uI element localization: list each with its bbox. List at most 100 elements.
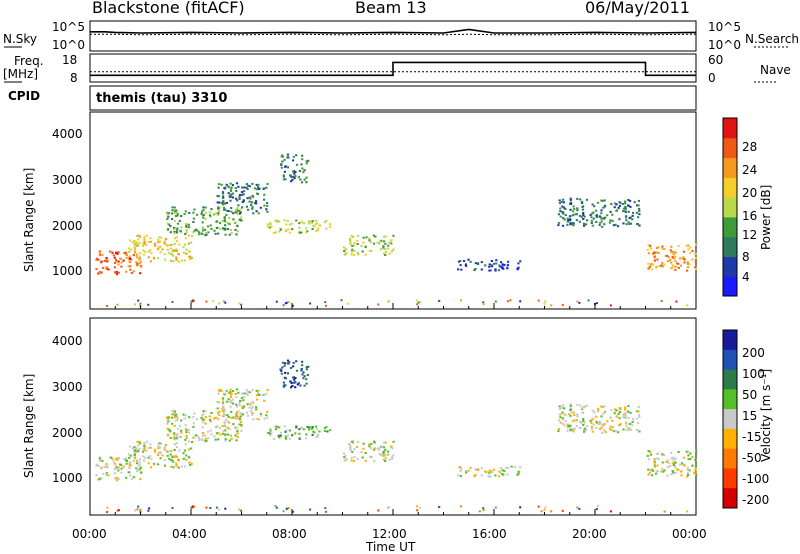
velocity-cell (145, 449, 148, 452)
velocity-cell (305, 378, 308, 381)
power-cell (201, 221, 204, 224)
power-cell (230, 210, 233, 213)
velocity-cell (227, 416, 230, 418)
velocity-cell (171, 416, 174, 419)
velocity-cell (562, 407, 565, 410)
velocity-cell (596, 505, 599, 507)
power-cell (671, 256, 674, 259)
power-cell (564, 214, 567, 217)
velocity-cell (583, 421, 586, 424)
power-cell (138, 241, 141, 244)
velocity-cell (685, 450, 688, 453)
power-cell (202, 216, 205, 219)
power-cell (315, 229, 318, 232)
power-cell (166, 248, 169, 251)
velocity-cell (691, 456, 694, 458)
power-cell (115, 259, 118, 261)
velocity-cell (227, 391, 230, 394)
power-cell (543, 302, 546, 305)
power-cell (624, 202, 627, 205)
power-cell (252, 212, 255, 215)
freq-left-tick-bottom: 8 (70, 71, 78, 85)
velocity-cell (119, 463, 122, 466)
power-cell (682, 256, 685, 259)
power-cell (242, 193, 245, 196)
velocity-cell (590, 418, 594, 421)
velocity-cell (637, 405, 640, 408)
velocity-cell (139, 478, 142, 481)
velocity-cell (344, 454, 347, 457)
power-cell (695, 268, 698, 270)
velocity-cell (258, 393, 261, 396)
power-cell (134, 303, 136, 306)
velocity-cell (198, 436, 201, 439)
velocity-cell (561, 411, 564, 414)
velocity-cell (204, 410, 207, 413)
power-cell (516, 267, 519, 270)
power-cell (241, 206, 244, 209)
velocity-cell (316, 433, 319, 436)
velocity-cell (279, 434, 282, 437)
power-cell (241, 193, 244, 196)
power-cell (171, 250, 174, 253)
xtick-1200: 12:00 (372, 527, 407, 541)
power-cell (595, 214, 598, 217)
velocity-cell (351, 440, 354, 443)
velocity-cell (680, 474, 683, 477)
power-cell (256, 186, 260, 189)
velocity-cell (201, 439, 204, 441)
velocity-cell (570, 411, 573, 414)
velocity-cell (187, 456, 190, 459)
velocity-cell (207, 437, 210, 440)
power-cell (689, 251, 692, 254)
power-cell (226, 221, 229, 224)
power-cell (300, 221, 303, 224)
velocity-cell (241, 405, 244, 408)
power-cell (377, 303, 380, 306)
velocity-cell (220, 407, 223, 410)
power-cell (209, 224, 212, 227)
power-cell (222, 227, 225, 230)
power-cell (169, 253, 173, 256)
velocity-cell (459, 475, 462, 478)
velocity-colorbar-swatch (723, 330, 737, 351)
power-cell (390, 250, 394, 253)
power-cell (376, 241, 379, 244)
power-cell (353, 249, 356, 252)
velocity-cell (194, 434, 197, 437)
velocity-cell (629, 428, 633, 431)
velocity-cell (415, 505, 418, 508)
power-cell (671, 264, 674, 266)
power-cell (482, 303, 485, 306)
velocity-cell (202, 413, 205, 416)
power-cell (569, 198, 572, 201)
power-cell (222, 200, 225, 202)
power-cell (544, 300, 547, 303)
velocity-cell (224, 408, 227, 411)
velocity-cell (625, 429, 628, 432)
velocity-cell (175, 413, 178, 416)
power-cell (270, 225, 273, 228)
power-cell (571, 214, 574, 217)
power-cell (171, 212, 174, 215)
power-cell (291, 228, 294, 231)
velocity-cell (222, 406, 225, 408)
velocity-cell (240, 412, 243, 415)
power-cell (204, 231, 207, 234)
power-cell (95, 268, 98, 271)
velocity-cell (215, 432, 218, 435)
power-cell (125, 256, 128, 259)
velocity-cell (610, 428, 613, 431)
power-cell (660, 264, 663, 267)
velocity-cell (180, 431, 183, 434)
power-cell (600, 209, 603, 212)
power-cell (255, 202, 258, 205)
velocity-cell (563, 413, 566, 416)
velocity-cell (352, 441, 355, 444)
power-cell (467, 258, 470, 261)
power-cell (266, 223, 269, 226)
power-cell (128, 255, 132, 258)
velocity-cell (613, 408, 617, 411)
velocity-cell (586, 425, 589, 428)
velocity-cell (180, 429, 183, 432)
